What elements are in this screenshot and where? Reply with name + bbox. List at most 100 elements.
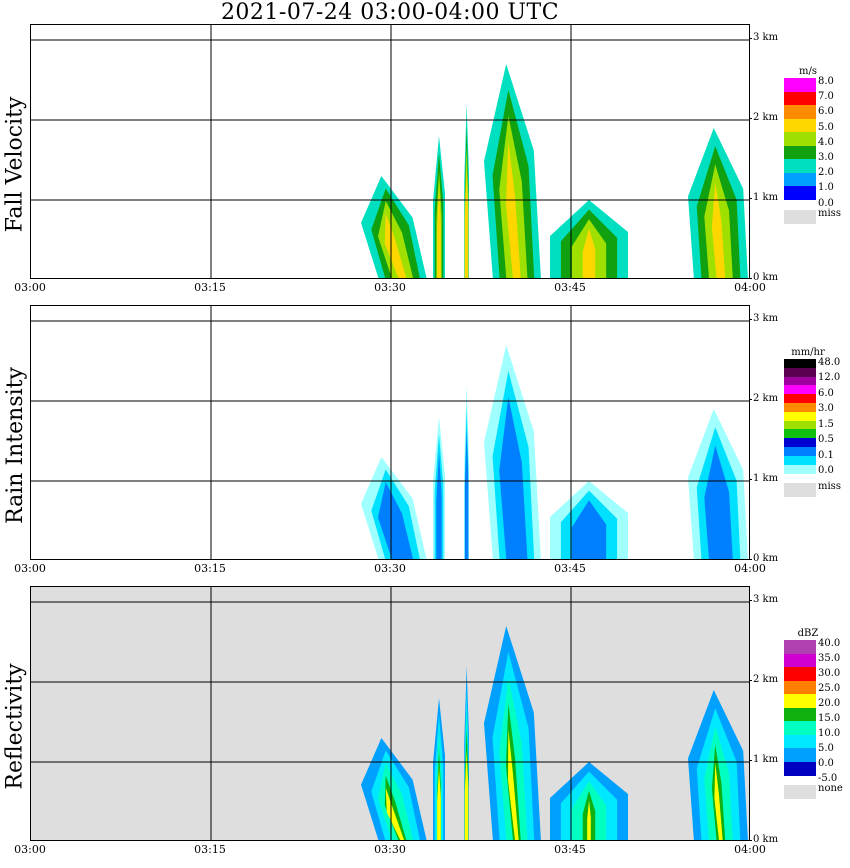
x-tick-label: 03:45 [554, 843, 586, 856]
y-tick-label: 3 km [748, 32, 779, 43]
colorbar-label: 35.0 [818, 653, 841, 664]
colorbar-label: 3.0 [818, 403, 834, 415]
panel-ylabel-text: Reflectivity [2, 662, 28, 790]
echo-cell-4-layer-3 [582, 228, 596, 278]
colorbar-label: 15.0 [818, 713, 841, 724]
panel-ylabel-text: Fall Velocity [2, 96, 28, 232]
colorbar-label: 30.0 [818, 668, 841, 679]
x-tick-label: 03:30 [374, 843, 406, 856]
colorbar-missing-swatch [784, 209, 816, 224]
panel-ylabel: Reflectivity [0, 586, 30, 866]
y-tick-label: 3 km [748, 313, 779, 324]
x-tick-label: 03:00 [14, 843, 46, 856]
y-tick-label: 2 km [748, 674, 779, 685]
colorbar-label: 25.0 [818, 683, 841, 694]
echo-cell-1-layer-2 [436, 451, 442, 559]
colorbar-label: 3.0 [818, 151, 834, 163]
echo-cell-3-layer-3 [505, 141, 521, 278]
colorbar-swatch [784, 640, 816, 654]
colorbar-label: 48.0 [818, 357, 841, 368]
colorbar-swatch [784, 394, 816, 404]
colorbar-unit: m/s [799, 66, 817, 77]
x-tick-label: 04:00 [734, 562, 766, 575]
echo-cell-3-layer-3 [505, 703, 521, 840]
colorbar-swatch [784, 680, 816, 695]
colorbar-swatch [784, 438, 816, 448]
echo-cell-5-layer-4 [714, 762, 723, 840]
colorbar-swatch [784, 455, 816, 465]
colorbar-label: 0.0 [818, 465, 834, 477]
x-tick-label: 03:45 [554, 281, 586, 294]
echo-cell-2-layer-2 [464, 427, 469, 559]
echo-cell-2-layer-4 [464, 750, 469, 840]
plot-area [30, 24, 750, 279]
colorbar-swatch [784, 132, 816, 146]
panel-ylabel: Rain Intensity [0, 305, 30, 585]
x-tick-label: 04:00 [734, 281, 766, 294]
echo-cell-5-layer-2 [704, 445, 733, 559]
colorbar-swatch [784, 367, 816, 377]
colorbar-swatch [784, 653, 816, 668]
colorbar-swatch [784, 105, 816, 119]
x-tick-label: 03:45 [554, 562, 586, 575]
x-tick-label: 03:15 [194, 281, 226, 294]
colorbar-swatch [784, 385, 816, 395]
colorbar-swatch [784, 186, 816, 200]
colorbar-swatch [784, 694, 816, 708]
colorbar-missing-label: miss [818, 207, 841, 219]
colorbar-label: 20.0 [818, 698, 841, 709]
y-tick-label: 1 km [748, 754, 779, 765]
x-tick-label: 03:15 [194, 562, 226, 575]
colorbar-swatch [784, 403, 816, 412]
x-tick-label: 04:00 [734, 843, 766, 856]
colorbar-swatch [784, 91, 816, 106]
colorbar-swatch [784, 172, 816, 187]
colorbar-swatch [784, 420, 816, 430]
colorbar-label: 12.0 [818, 372, 841, 384]
colorbar-missing-swatch [784, 483, 816, 498]
colorbar-swatch [784, 447, 816, 456]
colorbar-swatch [784, 464, 816, 474]
y-tick-label: 0 km [748, 272, 779, 283]
y-tick-label: 1 km [748, 473, 779, 484]
colorbar-swatch [784, 761, 816, 776]
colorbar-label: 2.0 [818, 167, 834, 179]
echo-cell-0-layer-2 [378, 481, 414, 559]
panel-ylabel: Fall Velocity [0, 24, 30, 304]
precip-echoes [361, 345, 748, 559]
echo-cell-1-layer-3 [437, 187, 441, 278]
echo-cell-0-layer-4 [385, 787, 405, 840]
y-tick-label: 1 km [748, 192, 779, 203]
colorbar-label: 0.0 [818, 758, 834, 769]
chart-title: 2021-07-24 03:00-04:00 UTC [220, 0, 560, 25]
precip-echoes [361, 64, 748, 278]
y-tick-label: 0 km [748, 553, 779, 564]
echo-cell-0-layer-3 [384, 213, 407, 278]
x-tick-label: 03:15 [194, 843, 226, 856]
colorbar-missing-label: miss [818, 481, 841, 493]
colorbar-swatch [784, 411, 816, 421]
echo-cell-4-layer-4 [587, 800, 591, 840]
colorbar-label: 7.0 [818, 91, 834, 103]
colorbar-label: -5.0 [818, 773, 838, 784]
x-tick-label: 03:30 [374, 562, 406, 575]
panel-ylabel-text: Rain Intensity [2, 366, 28, 524]
colorbar-label: 4.0 [818, 136, 834, 148]
precip-echoes [361, 626, 748, 840]
echo-cell-5-layer-3 [711, 182, 726, 278]
colorbar-unit: dBZ [797, 628, 819, 639]
echo-cell-3-layer-2 [499, 396, 528, 559]
y-tick-label: 0 km [748, 834, 779, 845]
y-tick-label: 2 km [748, 393, 779, 404]
colorbar-label: 1.5 [818, 418, 834, 430]
colorbar-swatch [784, 78, 816, 92]
echo-cell-4-layer-2 [571, 500, 607, 559]
colorbar-label: 0.0 [818, 197, 834, 209]
colorbar-swatch [784, 159, 816, 173]
colorbar-swatch [784, 145, 816, 160]
x-tick-label: 03:00 [14, 562, 46, 575]
plot-area [30, 305, 750, 560]
y-tick-label: 3 km [748, 594, 779, 605]
colorbar-label: 1.0 [818, 182, 834, 194]
colorbar-swatch [784, 376, 816, 386]
